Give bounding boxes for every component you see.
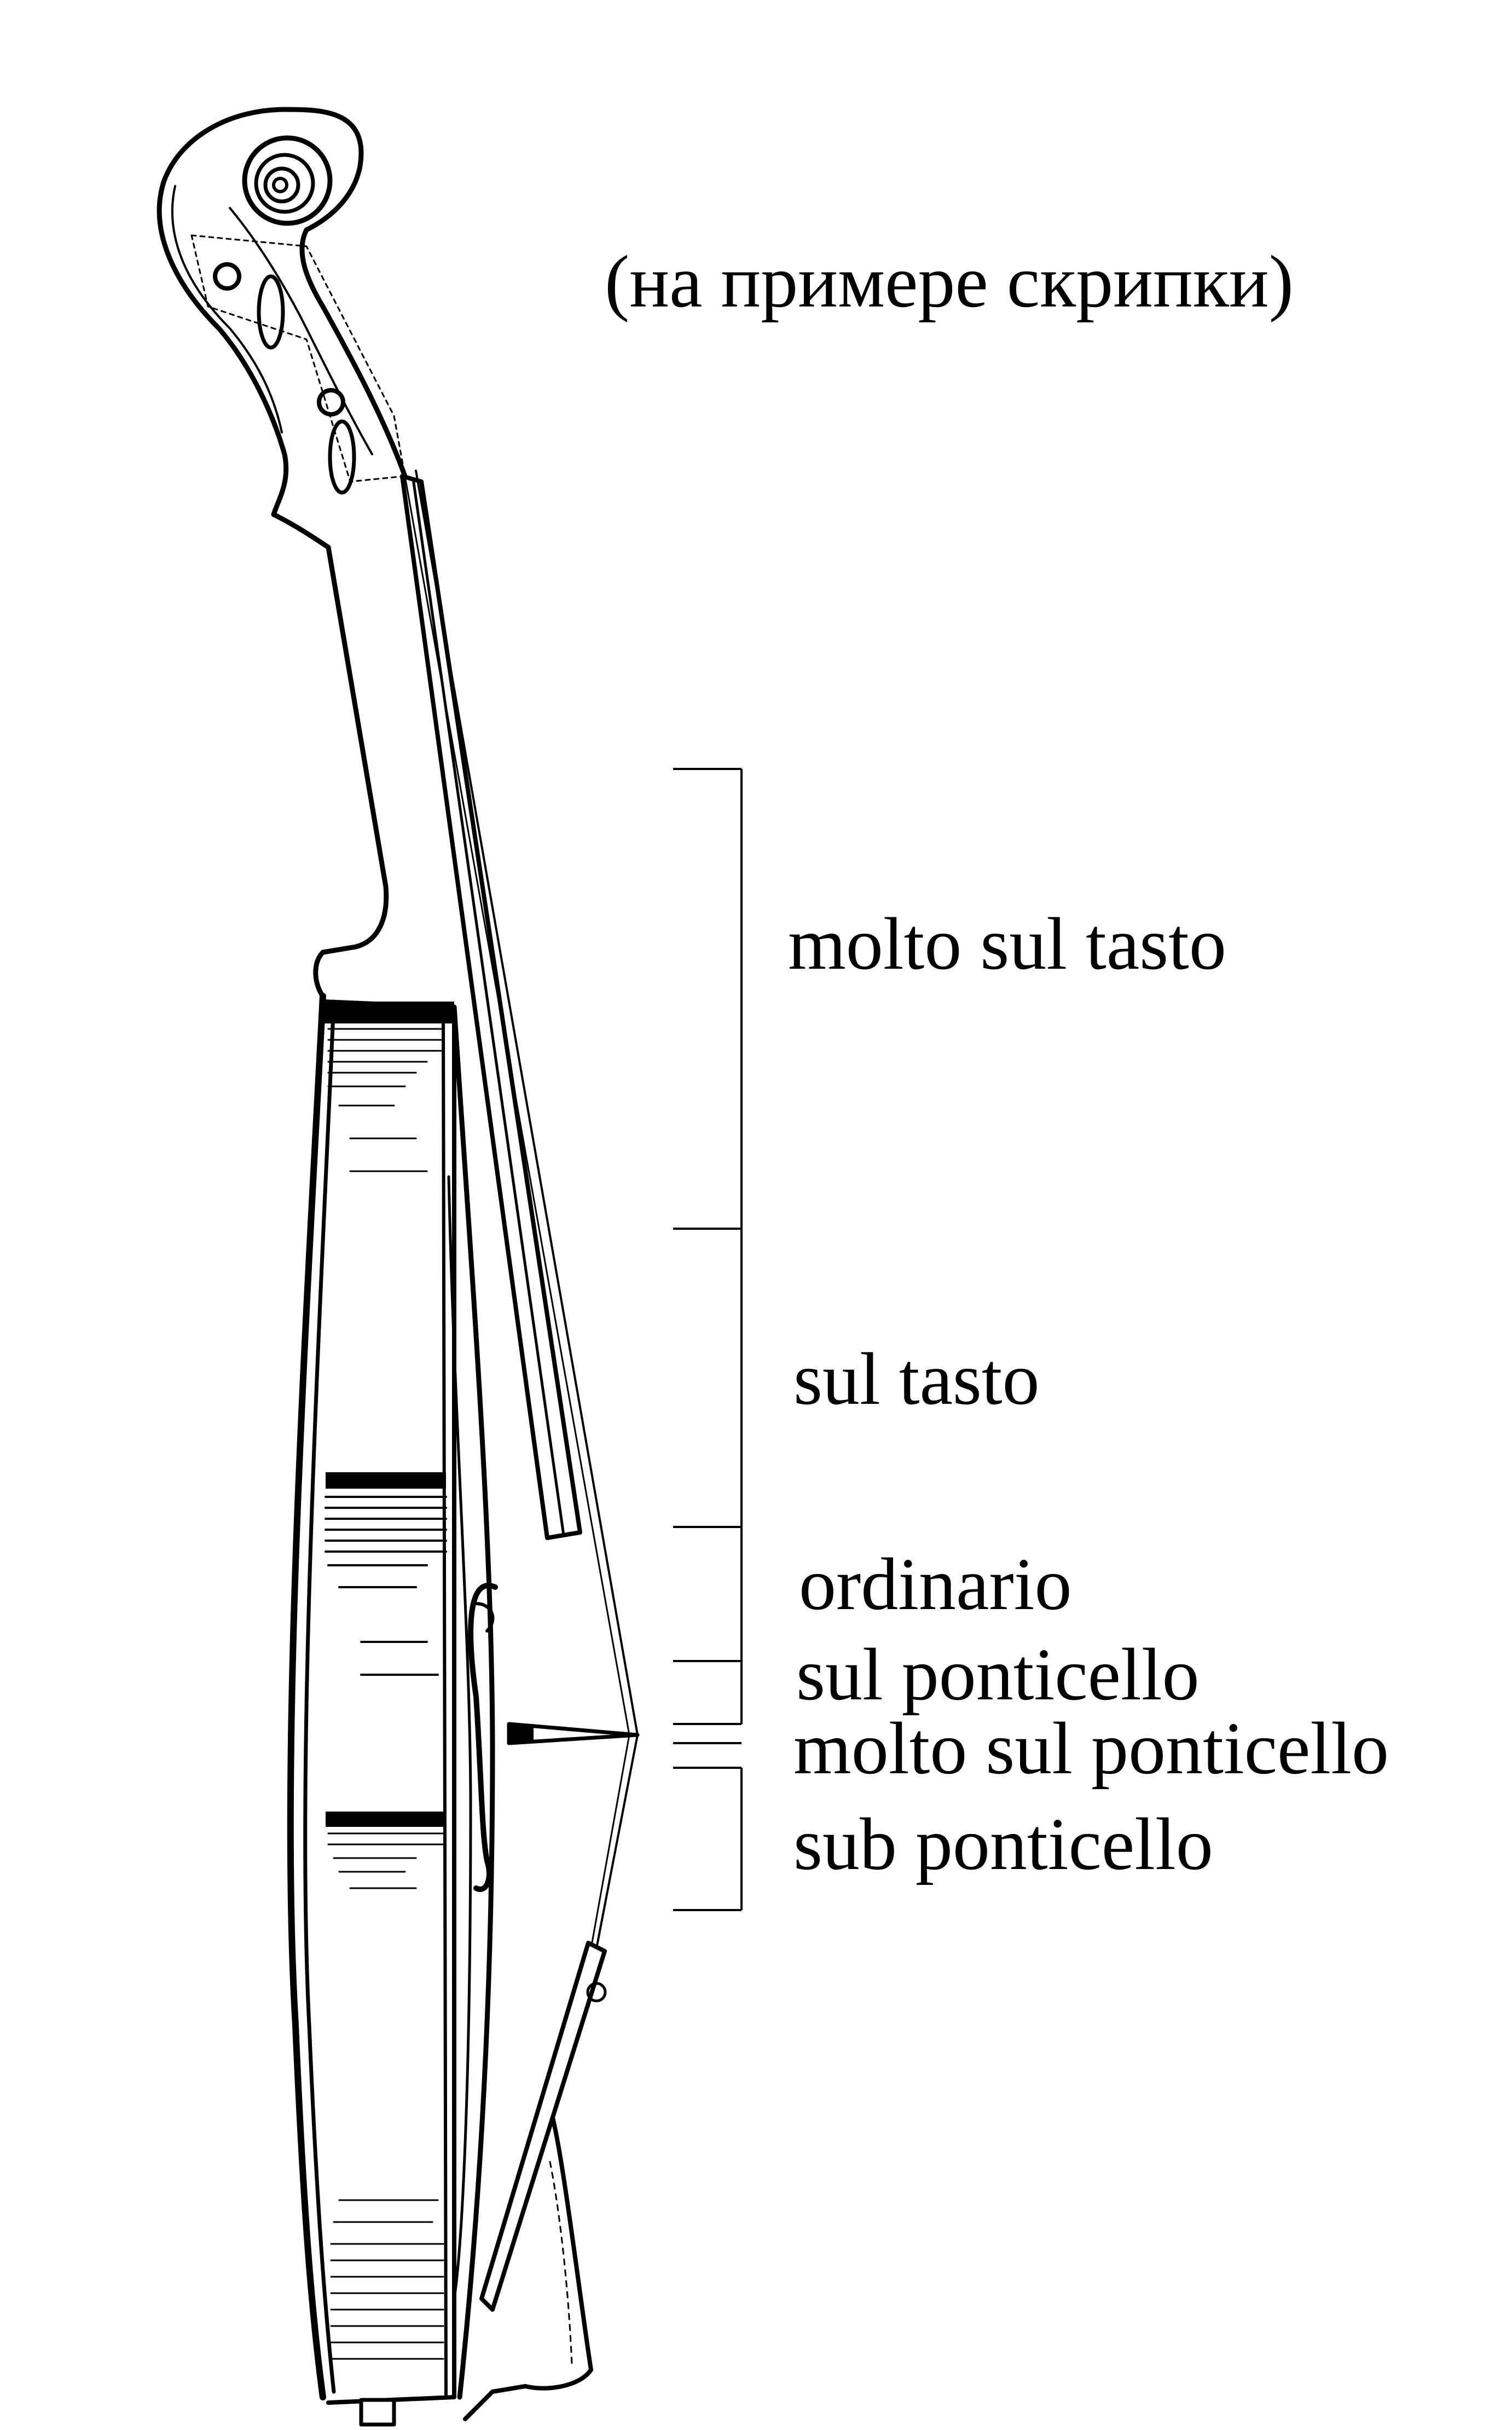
zone-label-sul-tasto: sul tasto (793, 1338, 1040, 1420)
zone-label-sul-ponticello: sul ponticello (796, 1634, 1200, 1716)
scroll-and-neck-outline (157, 107, 408, 999)
scroll-inner-edge (171, 185, 283, 433)
c-bout-band-top (326, 1472, 446, 1489)
chin-rest (463, 2116, 593, 2421)
tuning-pegs (190, 234, 406, 495)
zone-brackets (673, 768, 743, 1911)
f-hole (468, 1583, 498, 1892)
scroll-spiral (242, 135, 333, 226)
zone-label-molto-sul-tasto: molto sul tasto (788, 903, 1226, 985)
top-block-band (323, 1002, 454, 1023)
caption: (на примере скрипки) (605, 241, 1294, 323)
violin-back (287, 993, 326, 2400)
zone-label-ordinario: ordinario (799, 1543, 1072, 1625)
rib-hatching-lower (327, 1832, 444, 1889)
tailpiece (479, 1941, 607, 2312)
fine-tuner (586, 1982, 607, 2003)
fingerboard-top-line (412, 477, 565, 1537)
violin-illustration (157, 107, 640, 2427)
fingerboard (400, 474, 582, 1540)
end-button (359, 2398, 396, 2427)
violin-top-plate (451, 1004, 495, 2400)
c-bout-band-bottom (326, 1812, 446, 1827)
rib-hatching-bottom (330, 2199, 444, 2360)
zone-label-sub-ponticello: sub ponticello (793, 1803, 1213, 1885)
rib-hatching-middle (325, 1496, 447, 1676)
zone-label-molto-sul-ponticello: molto sul ponticello (793, 1708, 1389, 1790)
rib-hatching-top (327, 1028, 444, 1172)
